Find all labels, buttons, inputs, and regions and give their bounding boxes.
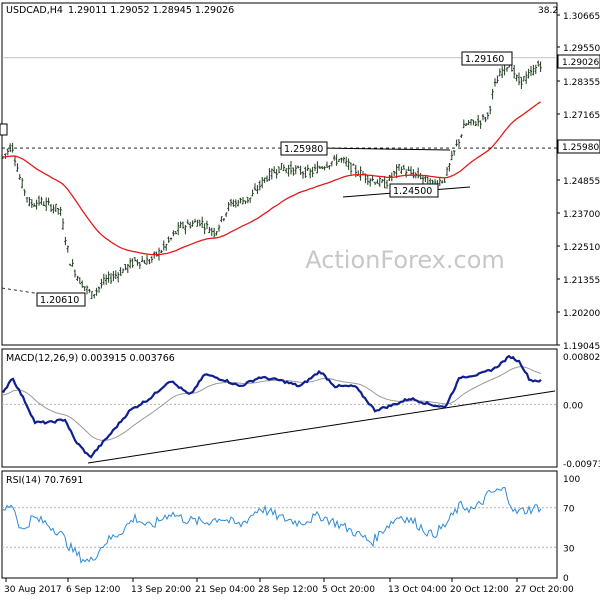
x-tick-label: 27 Oct 20:00 (515, 585, 574, 595)
x-tick-label: 28 Sep 12:00 (258, 585, 318, 595)
x-tick-label: 13 Sep 20:00 (131, 585, 191, 595)
current-price-label: 1.29026 (562, 58, 599, 68)
rsi-tick-label: 0 (563, 574, 569, 584)
price-tick-label: 1.23700 (563, 210, 600, 220)
level-price-label: 1.25980 (562, 143, 599, 153)
level-price-box (557, 139, 600, 154)
annotation-box (280, 141, 328, 156)
annotation-box (36, 292, 86, 307)
panel-frame-rsi (1, 470, 558, 579)
annotation-label: 1.29160 (465, 54, 504, 65)
macd-tick-label: 0.00 (563, 401, 583, 411)
current-price-box (557, 54, 600, 69)
rsi-tick-label: 100 (563, 475, 580, 485)
price-tick-label: 1.30665 (563, 12, 600, 22)
panel-frame-macd (1, 348, 558, 468)
rsi-tick-label: 30 (563, 544, 575, 554)
macd-line (2, 354, 542, 459)
x-tick-label: 13 Oct 04:00 (388, 585, 447, 595)
price-tick-label: 1.19045 (563, 342, 600, 352)
range-top-line (319, 147, 451, 151)
price-tick-label: 1.20200 (563, 309, 600, 319)
price-tick-label: 1.29550 (563, 44, 600, 54)
corner-value: 38.2 (538, 6, 558, 16)
x-tick-label: 5 Oct 20:00 (322, 585, 375, 595)
symbol-label: USDCAD,H4 (6, 5, 63, 16)
annotation-box (389, 183, 439, 198)
price-tick-label: 1.22510 (563, 243, 600, 253)
macd-tick-label: -0.009737 (563, 460, 600, 470)
x-tick-label: 20 Oct 12:00 (450, 585, 509, 595)
x-tick-label: 21 Sep 04:00 (195, 585, 255, 595)
price-tick-label: 1.24855 (563, 177, 600, 187)
watermark-text: ActionForex.com (305, 246, 505, 274)
annotation-label: 1.25980 (284, 144, 323, 155)
rsi-label: RSI(14) 70.7691 (6, 475, 83, 486)
annotation-box (461, 51, 513, 66)
ohlc-label: 1.29011 1.29052 1.28945 1.29026 (68, 5, 234, 16)
price-tick-label: 1.27165 (563, 111, 600, 121)
macd-label: MACD(12,26,9) 0.003915 0.003766 (6, 353, 175, 364)
macd-trendline (87, 390, 556, 464)
x-tick-label: 30 Aug 2017 (4, 585, 62, 595)
macd-tick-label: 0.008027 (563, 353, 600, 363)
price-tick-label: 1.21355 (563, 276, 600, 286)
rsi-tick-label: 70 (563, 505, 575, 515)
moving-average-line (2, 101, 541, 256)
macd-signal-line (2, 366, 542, 441)
x-tick-label: 6 Sep 12:00 (66, 585, 121, 595)
panel-frame-price (1, 2, 558, 346)
price-tick-label: 1.28355 (563, 78, 600, 88)
annotation-label: 1.20610 (40, 295, 79, 306)
rsi-line (2, 487, 542, 564)
annotation-label: 1.24500 (393, 186, 432, 197)
left-edge-box (0, 123, 8, 136)
